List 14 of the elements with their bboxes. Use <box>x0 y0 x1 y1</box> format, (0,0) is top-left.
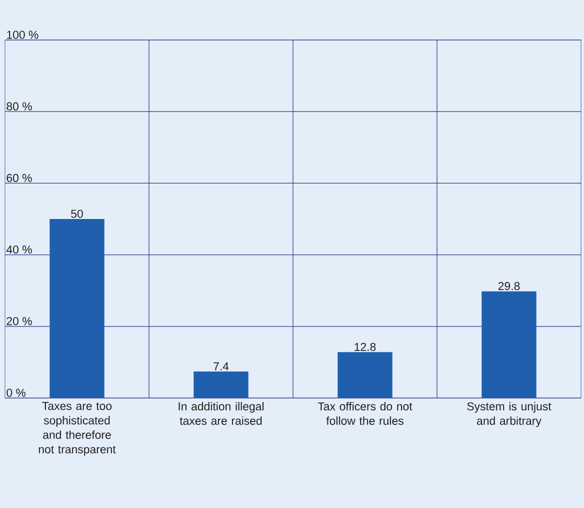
x-tick-label: System is unjust and arbitrary <box>467 402 552 428</box>
x-tick-label: Taxes are too sophisticated and therefore not transparent <box>38 402 116 456</box>
data-label: 12.8 <box>354 342 376 351</box>
y-tick-label: 80 % <box>6 102 32 110</box>
y-tick-label: 60 % <box>6 174 32 182</box>
data-label: 7.4 <box>214 362 229 370</box>
x-tick-label: Tax officers do not follow the rules <box>318 402 412 425</box>
x-tick-label: In addition illegal taxes are raised <box>178 402 264 425</box>
y-tick-label: 20 % <box>6 317 32 326</box>
y-tick-label: 100 % <box>7 30 38 39</box>
data-label: 50 <box>71 210 83 218</box>
y-tick-label: 40 % <box>6 245 32 254</box>
y-tick-label: 0 % <box>6 388 26 397</box>
data-label: 29.8 <box>498 282 520 290</box>
